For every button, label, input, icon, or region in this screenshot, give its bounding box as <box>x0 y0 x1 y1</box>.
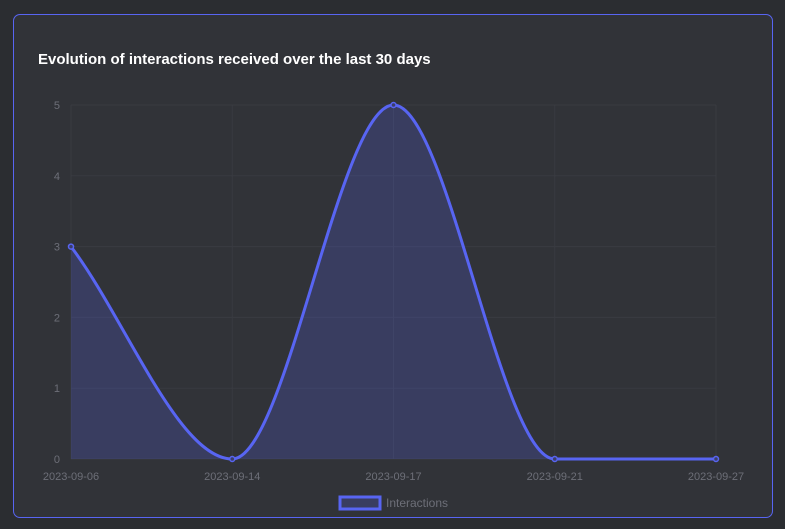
data-point[interactable] <box>390 101 397 109</box>
data-point[interactable] <box>67 243 75 250</box>
y-tick-label: 0 <box>54 454 60 466</box>
y-axis: 0 1 2 3 4 5 <box>54 100 60 466</box>
chart-legend[interactable]: Interactions <box>338 495 448 511</box>
x-tick-label: 2023-09-06 <box>43 471 99 483</box>
x-tick-label: 2023-09-21 <box>527 471 583 483</box>
data-point[interactable] <box>551 455 558 463</box>
y-tick-label: 4 <box>54 171 60 183</box>
data-point[interactable] <box>712 455 720 463</box>
x-tick-label: 2023-09-17 <box>365 471 421 483</box>
legend-swatch <box>338 495 382 511</box>
y-tick-label: 1 <box>54 383 60 395</box>
chart-grid <box>70 104 717 460</box>
series-area-fill <box>71 105 716 459</box>
chart-area-layer <box>69 103 716 461</box>
data-point[interactable] <box>229 455 236 463</box>
legend-label[interactable]: Interactions <box>386 496 448 510</box>
chart-title: Evolution of interactions received over … <box>38 51 431 68</box>
x-axis: 2023-09-06 2023-09-14 2023-09-17 2023-09-21… <box>43 471 744 483</box>
y-tick-label: 3 <box>54 242 60 254</box>
y-tick-label: 2 <box>54 312 60 324</box>
x-tick-label: 2023-09-27 <box>688 471 744 483</box>
y-tick-label: 5 <box>54 100 60 112</box>
chart-points <box>67 101 720 463</box>
x-tick-label: 2023-09-14 <box>204 471 260 483</box>
